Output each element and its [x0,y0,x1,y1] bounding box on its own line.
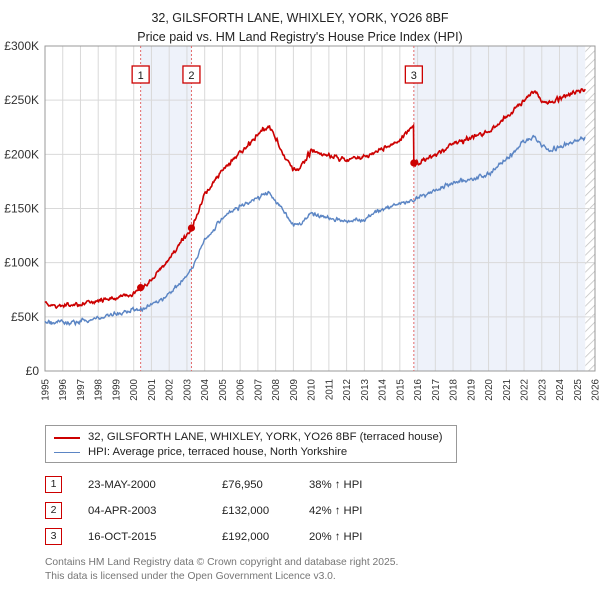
svg-text:2016: 2016 [413,378,424,400]
svg-text:2003: 2003 [182,378,193,400]
svg-text:2019: 2019 [466,379,477,401]
svg-text:2004: 2004 [200,378,211,400]
svg-text:£300K: £300K [4,39,39,53]
svg-text:2022: 2022 [520,379,531,401]
svg-text:2012: 2012 [342,379,353,401]
svg-text:2005: 2005 [218,378,229,400]
svg-text:1995: 1995 [41,378,52,400]
svg-text:2011: 2011 [324,379,335,400]
svg-text:£250K: £250K [4,93,39,107]
svg-text:1998: 1998 [94,378,105,400]
svg-text:2021: 2021 [502,379,513,401]
svg-text:£0: £0 [26,364,40,378]
svg-text:3: 3 [411,70,417,82]
svg-text:1999: 1999 [111,379,122,401]
svg-text:£50K: £50K [11,310,39,324]
svg-text:2024: 2024 [555,378,566,400]
svg-text:£100K: £100K [4,256,39,270]
svg-text:1: 1 [138,70,144,82]
svg-text:2: 2 [188,70,194,82]
svg-text:2025: 2025 [573,378,584,400]
svg-text:2023: 2023 [537,378,548,400]
svg-text:£200K: £200K [4,147,39,161]
svg-text:1996: 1996 [58,378,69,400]
svg-text:2026: 2026 [591,378,600,400]
svg-text:2020: 2020 [484,378,495,400]
svg-text:2018: 2018 [449,378,460,400]
svg-text:2001: 2001 [147,379,158,401]
svg-text:£150K: £150K [4,202,39,216]
svg-text:2010: 2010 [307,378,318,400]
svg-text:1997: 1997 [76,379,87,401]
svg-text:2009: 2009 [289,379,300,401]
svg-text:2013: 2013 [360,378,371,400]
svg-text:2000: 2000 [129,378,140,400]
svg-text:2007: 2007 [253,379,264,401]
svg-text:2017: 2017 [431,379,442,401]
svg-text:2014: 2014 [378,378,389,400]
svg-text:2002: 2002 [165,379,176,401]
svg-text:2006: 2006 [236,378,247,400]
svg-text:2008: 2008 [271,378,282,400]
svg-text:2015: 2015 [395,378,406,400]
